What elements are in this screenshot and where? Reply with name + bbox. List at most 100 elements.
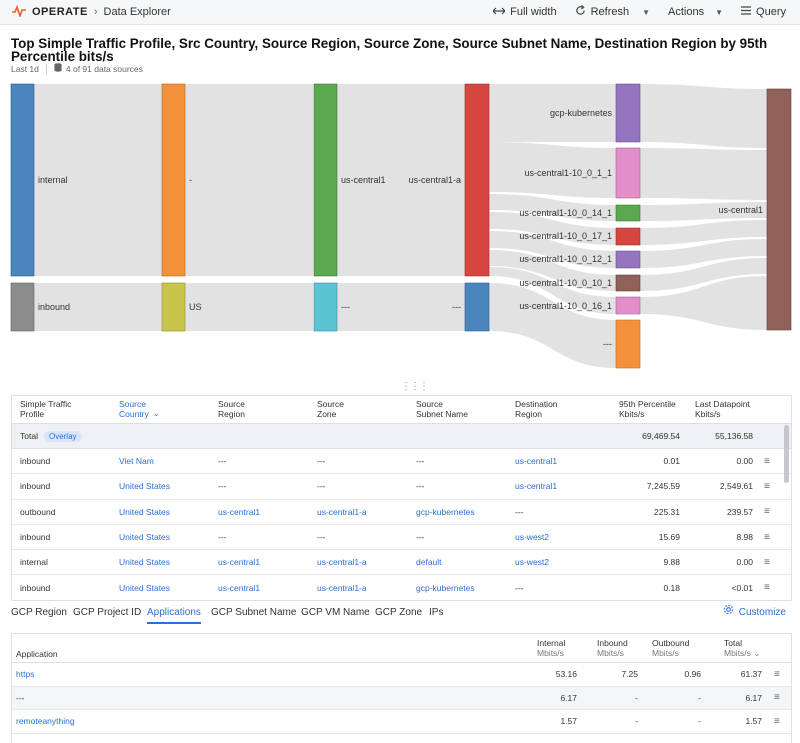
flow-to-sn12[interactable] (489, 231, 616, 268)
flow-to-sn16[interactable] (489, 267, 616, 314)
full-width-button[interactable]: Full width (492, 6, 557, 19)
row-menu-icon[interactable]: ≡ (764, 556, 770, 568)
query-button[interactable]: Query (741, 6, 786, 18)
cell-region[interactable]: us-central1 (218, 506, 261, 517)
cell-application[interactable]: https (16, 669, 35, 680)
tab-gcp-zone[interactable]: GCP Zone (375, 607, 423, 618)
table-row[interactable]: internal United States us-central1 us-centr… (12, 550, 791, 576)
flow-sn17-dest[interactable] (640, 220, 767, 245)
table-row[interactable]: remoteanything 1.57 - - 1.57 ≡ (12, 710, 791, 734)
node-internal[interactable] (10, 83, 35, 277)
breadcrumb[interactable]: Data Explorer (103, 6, 171, 18)
tab-gcp-subnet-name[interactable]: GCP Subnet Name (211, 607, 297, 618)
tab-gcp-project-id[interactable]: GCP Project ID (73, 607, 142, 618)
node-sn10[interactable] (615, 274, 641, 292)
node-sn-none[interactable] (615, 319, 641, 369)
table-row[interactable]: inbound United States --- --- --- us-central1… (12, 474, 791, 500)
cell-subnet[interactable]: gcp-kubernetes (416, 582, 475, 593)
node-us[interactable] (161, 282, 186, 332)
col-header-country[interactable]: Source Country ⌄ (119, 399, 160, 419)
flow-to-sn-none[interactable] (489, 283, 616, 368)
table-row[interactable]: inbound United States us-central1 us-centra… (12, 575, 791, 600)
cell-country[interactable]: United States (119, 481, 171, 492)
cell-subnet[interactable]: gcp-kubernetes (416, 506, 475, 517)
cell-region[interactable]: us-central1 (218, 557, 261, 568)
node-zone-none[interactable] (313, 282, 338, 332)
customize-button[interactable]: Customize (723, 604, 786, 622)
time-range[interactable]: Last 1d (11, 63, 39, 74)
cell-region[interactable]: us-central1 (218, 582, 261, 593)
cell-zone[interactable]: us-central1-a (317, 582, 367, 593)
table-row[interactable]: --- 6.17 - - 6.17 ≡ (12, 686, 791, 710)
col-header-zone[interactable]: Source Zone (317, 399, 344, 419)
flow-sn16-dest[interactable] (640, 276, 767, 330)
cell-country[interactable]: United States (119, 506, 171, 517)
col-header-internal[interactable]: Internal Mbits/s (537, 638, 566, 658)
table-row[interactable]: inbound United States --- --- --- us-west2 15.… (12, 525, 791, 551)
flow-internal-dash[interactable] (34, 84, 162, 276)
app-logo[interactable]: OPERATE (12, 4, 88, 20)
node-gcp-k8s[interactable] (615, 83, 641, 143)
cell-country[interactable]: Viet Nam (119, 456, 154, 467)
cell-dest[interactable]: us-west2 (515, 532, 550, 543)
row-menu-icon[interactable]: ≡ (774, 668, 780, 680)
cell-subnet[interactable]: default (416, 557, 442, 568)
tab-gcp-vm-name[interactable]: GCP VM Name (301, 607, 370, 618)
table-row[interactable]: outbound United States us-central1 us-centr… (12, 500, 791, 525)
flow-dash-zone[interactable] (185, 84, 313, 276)
node-sn14[interactable] (615, 204, 641, 222)
row-menu-icon[interactable]: ≡ (774, 692, 780, 704)
flow-us-none[interactable] (185, 283, 313, 331)
node-subzone-central[interactable] (464, 83, 490, 277)
actions-button[interactable]: Actions ▼ (668, 6, 723, 18)
overlay-badge[interactable]: Overlay (43, 430, 82, 442)
flow-sn1-dest[interactable] (640, 148, 767, 200)
col-header-subnet[interactable]: Source Subnet Name (416, 399, 468, 419)
node-zone-central[interactable] (313, 83, 338, 277)
tab-applications[interactable]: Applications (147, 604, 201, 624)
resize-handle-icon[interactable]: ⋮⋮⋮ (401, 381, 429, 392)
flow-sn14-dest[interactable] (640, 202, 767, 221)
cell-dest[interactable]: us-central1 (515, 481, 558, 492)
flow-to-sn10[interactable] (489, 250, 616, 291)
flow-inbound-us[interactable] (34, 283, 162, 331)
flow-sn10-dest[interactable] (640, 258, 767, 291)
tab-gcp-region[interactable]: GCP Region (11, 607, 67, 618)
flow-zone-subzone[interactable] (337, 84, 465, 276)
flow-none-none[interactable] (337, 283, 465, 331)
cell-application[interactable]: remoteanything (16, 716, 75, 727)
row-menu-icon[interactable]: ≡ (764, 506, 770, 518)
col-header-p95[interactable]: 95th Percentile Kbits/s (619, 399, 676, 419)
col-header-application[interactable]: Application (16, 649, 58, 659)
node-sn1[interactable] (615, 147, 641, 199)
cell-zone[interactable]: us-central1-a (317, 506, 367, 517)
row-menu-icon[interactable]: ≡ (764, 480, 770, 492)
flow-to-gcp-k8s[interactable] (489, 84, 616, 142)
flow-to-sn1[interactable] (489, 142, 616, 198)
flow-sn12-dest[interactable] (640, 239, 767, 268)
row-menu-icon[interactable]: ≡ (764, 455, 770, 467)
cell-country[interactable]: United States (119, 557, 171, 568)
cell-country[interactable]: United States (119, 582, 171, 593)
table-row[interactable]: inbound Viet Nam --- --- --- us-central1 0.01 0… (12, 449, 791, 475)
cell-dest[interactable]: us-west2 (515, 557, 550, 568)
col-header-dest[interactable]: Destination Region (515, 399, 558, 419)
cell-dest[interactable]: us-central1 (515, 456, 558, 467)
table-scrollbar[interactable] (784, 425, 789, 483)
flow-gcp-k8s-dest[interactable] (640, 84, 767, 148)
flow-to-sn14[interactable] (489, 194, 616, 221)
col-header-outbound[interactable]: Outbound Mbits/s (652, 638, 690, 658)
node-subzone-none[interactable] (464, 282, 490, 332)
node-sn17[interactable] (615, 227, 641, 246)
data-sources[interactable]: 4 of 91 data sources (65, 63, 143, 74)
node-sn16[interactable] (615, 296, 641, 315)
row-menu-icon[interactable]: ≡ (774, 715, 780, 727)
table-row[interactable]: https 53.16 7.25 0.96 61.37 ≡ (12, 663, 791, 687)
col-header-last[interactable]: Last Datapoint Kbits/s (695, 399, 750, 419)
row-menu-icon[interactable]: ≡ (764, 582, 770, 594)
col-header-profile[interactable]: Simple Traffic Profile (20, 399, 72, 419)
tab-ips[interactable]: IPs (429, 607, 444, 618)
cell-zone[interactable]: us-central1-a (317, 557, 367, 568)
row-menu-icon[interactable]: ≡ (764, 531, 770, 543)
col-header-region[interactable]: Source Region (218, 399, 245, 419)
